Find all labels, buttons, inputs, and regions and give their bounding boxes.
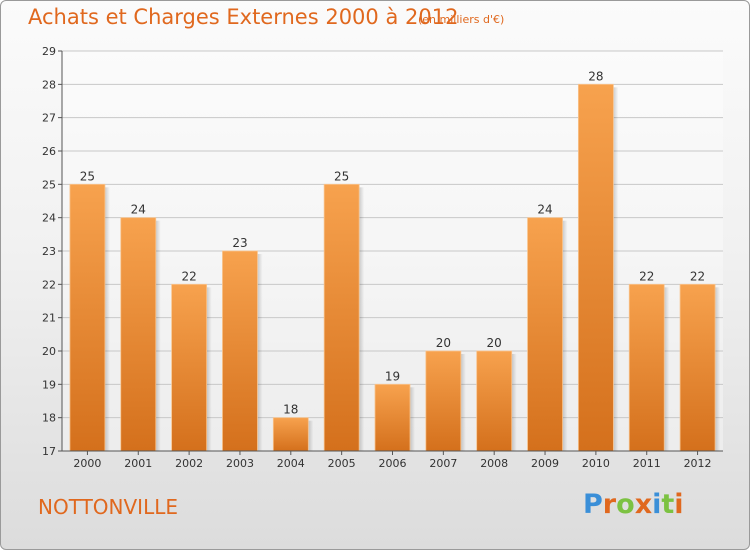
- bar-shadow: [104, 187, 110, 452]
- data-label-2008: 20: [487, 336, 502, 350]
- x-tick-label: 2012: [684, 457, 712, 470]
- x-tick-label: 2009: [531, 457, 559, 470]
- logo-letter: t: [661, 489, 675, 520]
- proxiti-logo: Proxiti: [583, 489, 684, 520]
- x-tick-label: 2006: [379, 457, 407, 470]
- bar-2006: [374, 383, 411, 452]
- bar-2011: [628, 283, 665, 452]
- y-tick-label: 23: [42, 245, 56, 258]
- x-tick-label: 2000: [73, 457, 101, 470]
- x-tick-label: 2007: [429, 457, 457, 470]
- data-label-2004: 18: [283, 403, 298, 417]
- logo-letter: x: [634, 489, 653, 520]
- data-label-2012: 22: [690, 269, 705, 283]
- bar-2004: [272, 417, 309, 452]
- x-tick-label: 2010: [582, 457, 610, 470]
- y-tick-label: 25: [42, 178, 56, 191]
- bar-2009: [527, 217, 563, 452]
- data-label-2007: 20: [436, 336, 451, 350]
- data-label-2005: 25: [334, 169, 349, 183]
- data-label-2000: 25: [80, 169, 95, 183]
- commune-name: NOTTONVILLE: [38, 495, 178, 519]
- logo-letter: r: [602, 489, 617, 520]
- bar-2010: [577, 83, 614, 452]
- y-tick-label: 19: [42, 378, 56, 391]
- logo-letter: o: [616, 489, 635, 520]
- bar-shadow: [257, 254, 263, 451]
- bar-shadow: [511, 354, 517, 451]
- bar-chart: 25 24 22 23 18 25 19 20 20 24 28 22 22 17 18 19 20 21 22 2…: [42, 45, 723, 470]
- bar-2002: [171, 283, 208, 452]
- data-label-2011: 22: [639, 269, 654, 283]
- bar-shadow: [410, 387, 415, 451]
- bar-2003: [222, 250, 258, 452]
- bar-shadow: [308, 420, 314, 451]
- y-tick-label: 29: [42, 45, 56, 58]
- data-label-2010: 28: [588, 69, 603, 83]
- data-label-2006: 19: [385, 369, 400, 383]
- y-tick-label: 22: [42, 278, 56, 291]
- bar-shadow: [613, 87, 619, 451]
- bar-2008: [476, 350, 513, 452]
- logo-letter: P: [583, 489, 603, 520]
- y-tick-label: 20: [42, 345, 56, 358]
- y-tick-label: 18: [42, 412, 56, 425]
- y-tick-label: 28: [42, 78, 56, 91]
- chart-subtitle: (en milliers d'€): [418, 13, 505, 26]
- y-tick-label: 26: [42, 145, 56, 158]
- x-tick-label: 2003: [226, 457, 254, 470]
- bar-2007: [425, 350, 462, 452]
- bar-shadow: [664, 287, 670, 451]
- x-tick-label: 2008: [480, 457, 508, 470]
- data-label-2003: 23: [232, 236, 247, 250]
- chart-title: Achats et Charges Externes 2000 à 2012: [28, 5, 459, 29]
- bar-shadow: [155, 220, 161, 451]
- logo-letter: i: [652, 489, 662, 520]
- y-tick-label: 21: [42, 312, 56, 325]
- bar-2000: [69, 183, 106, 452]
- logo-letter: i: [674, 489, 684, 520]
- x-tick-label: 2004: [277, 457, 305, 470]
- bar-shadow: [460, 354, 466, 451]
- bar-shadow: [562, 220, 568, 451]
- data-label-2009: 24: [537, 203, 552, 217]
- y-tick-label: 24: [42, 212, 56, 225]
- bar-shadow: [359, 187, 365, 452]
- data-label-2002: 22: [181, 269, 196, 283]
- bar-2012: [679, 283, 716, 452]
- x-tick-label: 2001: [124, 457, 152, 470]
- bar-2005: [323, 183, 360, 452]
- bar-shadow: [206, 287, 212, 451]
- y-tick-label: 27: [42, 112, 56, 125]
- bar-shadow: [715, 287, 721, 451]
- x-tick-label: 2011: [633, 457, 661, 470]
- y-tick-label: 17: [42, 445, 56, 458]
- x-tick-label: 2005: [328, 457, 356, 470]
- bar-2001: [120, 217, 157, 452]
- data-label-2001: 24: [131, 203, 146, 217]
- x-tick-label: 2002: [175, 457, 203, 470]
